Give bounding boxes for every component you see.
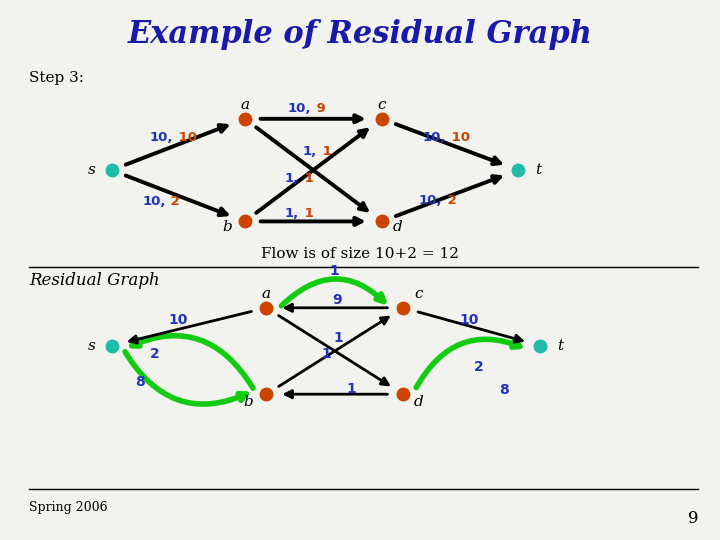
Text: 8: 8 xyxy=(499,383,509,397)
Text: 10: 10 xyxy=(174,131,197,144)
Text: s: s xyxy=(88,163,95,177)
Text: 2: 2 xyxy=(443,194,456,207)
Text: 2: 2 xyxy=(150,347,160,361)
Text: 1,: 1, xyxy=(302,145,317,158)
Text: 1: 1 xyxy=(346,382,356,396)
Text: Residual Graph: Residual Graph xyxy=(29,272,159,289)
Text: t: t xyxy=(536,163,541,177)
Text: 1,: 1, xyxy=(284,207,299,220)
Text: 10,: 10, xyxy=(142,195,166,208)
Text: Spring 2006: Spring 2006 xyxy=(29,501,107,514)
Text: 2: 2 xyxy=(474,360,484,374)
Text: 1: 1 xyxy=(318,145,331,158)
Text: Example of Residual Graph: Example of Residual Graph xyxy=(127,19,593,50)
Text: 10: 10 xyxy=(169,313,188,327)
Text: 1: 1 xyxy=(321,347,331,361)
Text: 1,: 1, xyxy=(284,172,299,185)
Text: 10: 10 xyxy=(447,131,470,144)
Text: d: d xyxy=(392,220,402,234)
Text: 1: 1 xyxy=(330,264,340,278)
Text: 2: 2 xyxy=(166,195,180,208)
Text: 10,: 10, xyxy=(418,194,442,207)
Text: 1: 1 xyxy=(333,330,343,345)
Text: b: b xyxy=(222,220,232,234)
Text: d: d xyxy=(414,395,424,409)
Text: a: a xyxy=(262,287,271,301)
Text: Flow is of size 10+2 = 12: Flow is of size 10+2 = 12 xyxy=(261,247,459,261)
Text: 9: 9 xyxy=(332,293,342,307)
Text: 9: 9 xyxy=(688,510,698,527)
Text: Step 3:: Step 3: xyxy=(29,71,84,85)
Text: 9: 9 xyxy=(312,102,325,114)
Text: 8: 8 xyxy=(135,375,145,389)
Text: 10: 10 xyxy=(460,313,479,327)
Text: s: s xyxy=(88,339,95,353)
Text: 1: 1 xyxy=(300,207,313,220)
Text: 10,: 10, xyxy=(423,131,446,144)
Text: 10,: 10, xyxy=(287,102,311,114)
Text: b: b xyxy=(243,395,253,409)
Text: a: a xyxy=(240,98,249,112)
Text: c: c xyxy=(377,98,386,112)
Text: t: t xyxy=(557,339,563,353)
Text: 10,: 10, xyxy=(149,131,173,144)
Text: c: c xyxy=(415,287,423,301)
Text: 1: 1 xyxy=(300,172,313,185)
